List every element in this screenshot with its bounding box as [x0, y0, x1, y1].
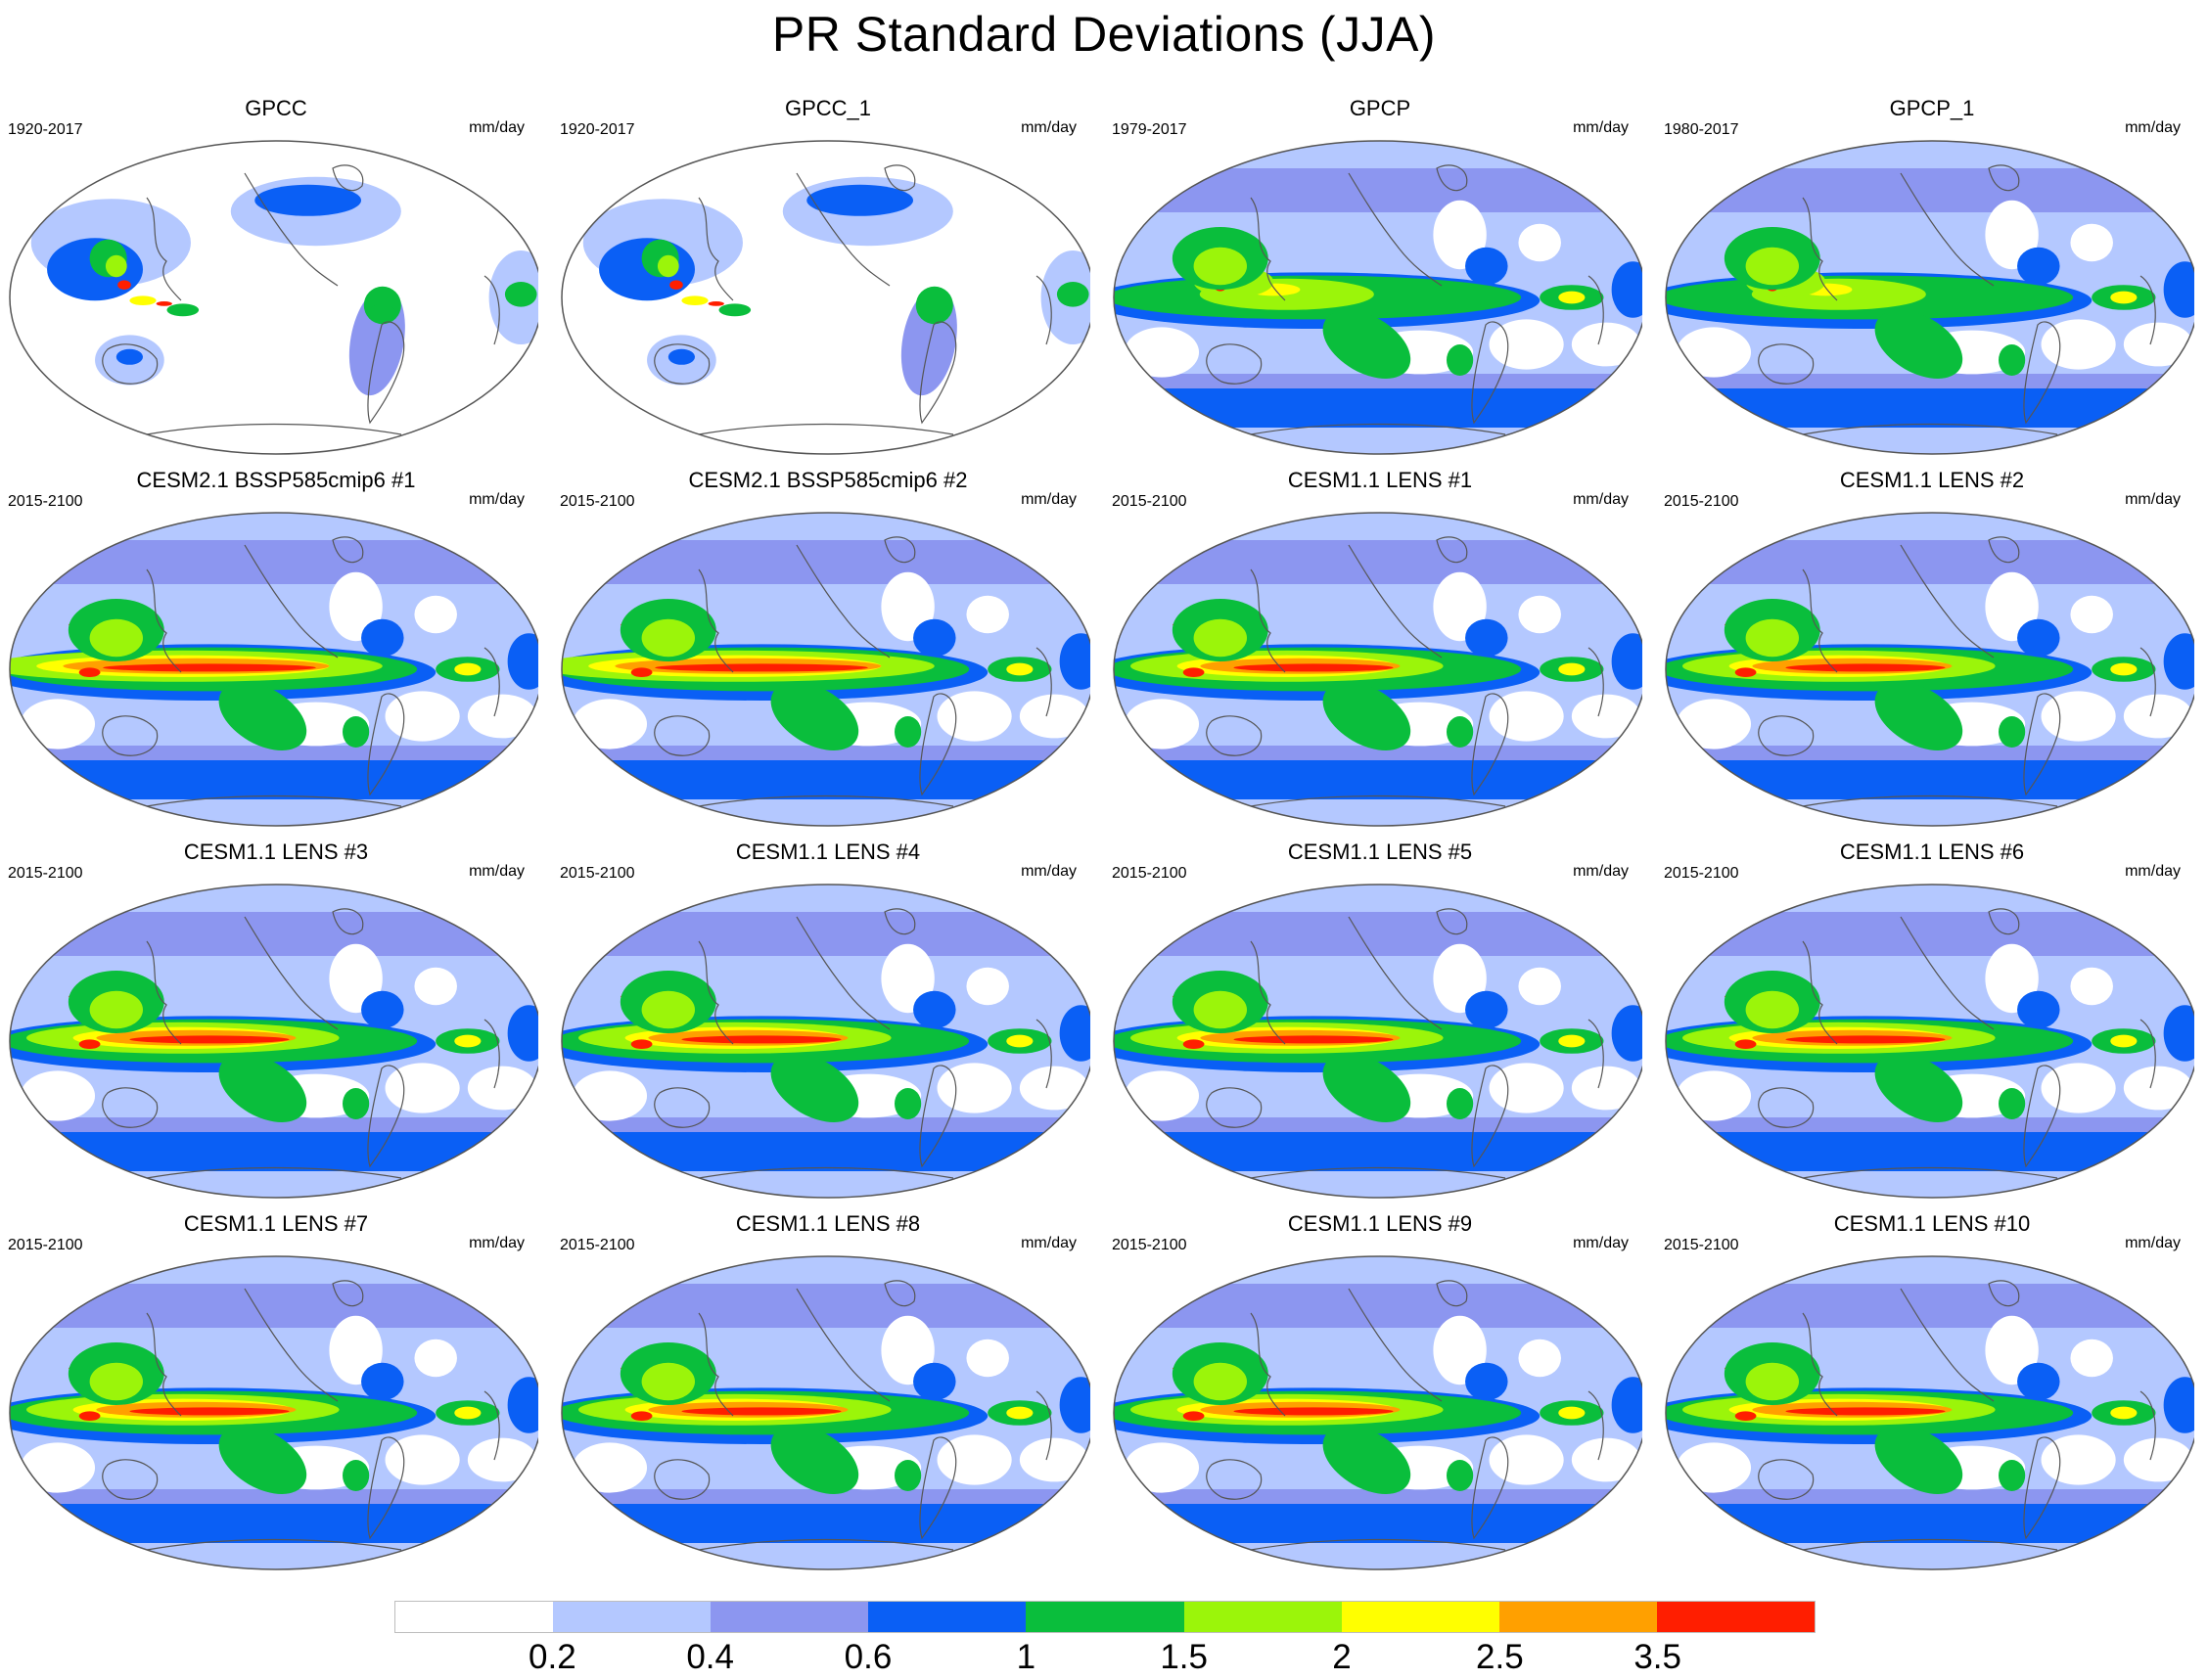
colorbar-box	[1656, 1602, 1815, 1632]
panel-units: mm/day	[469, 863, 525, 880]
global-map	[9, 140, 538, 455]
panel-period: 2015-2100	[560, 865, 635, 882]
global-map	[561, 140, 1090, 455]
colorbar-box	[868, 1602, 1027, 1632]
panel-units: mm/day	[469, 119, 525, 136]
map-panel: GPCP 1979-2017 mm/day	[1104, 96, 1656, 468]
global-map	[1113, 884, 1642, 1199]
global-map	[1665, 1255, 2194, 1570]
panel-title: CESM1.1 LENS #5	[1287, 840, 1473, 864]
panel-title: GPCC	[245, 96, 307, 120]
panel-period: 2015-2100	[1112, 865, 1187, 882]
panel-title: CESM1.1 LENS #9	[1287, 1211, 1473, 1236]
panel-units: mm/day	[1573, 491, 1629, 508]
panel-period: 2015-2100	[1112, 493, 1187, 510]
map-panel: CESM1.1 LENS #6 2015-2100 mm/day	[1656, 840, 2208, 1211]
colorbar-tick-label: 3.5	[1633, 1638, 1681, 1676]
panel-units: mm/day	[1021, 119, 1077, 136]
panel-units: mm/day	[1573, 863, 1629, 880]
colorbar-tick-label: 1	[1016, 1638, 1036, 1676]
panel-units: mm/day	[1573, 1235, 1629, 1251]
panel-period: 2015-2100	[1664, 865, 1739, 882]
global-map	[9, 1255, 538, 1570]
panel-period: 2015-2100	[560, 1237, 635, 1253]
colorbar-box	[1341, 1602, 1499, 1632]
panel-period: 1920-2017	[560, 121, 635, 138]
map-panel: GPCC_1 1920-2017 mm/day	[552, 96, 1104, 468]
panel-units: mm/day	[1021, 1235, 1077, 1251]
global-map	[9, 512, 538, 827]
map-panel: CESM2.1 BSSP585cmip6 #1 2015-2100 mm/day	[0, 468, 552, 840]
panel-units: mm/day	[469, 491, 525, 508]
panel-title: CESM2.1 BSSP585cmip6 #2	[688, 468, 968, 492]
colorbar-box	[1026, 1602, 1184, 1632]
panel-title: CESM1.1 LENS #8	[735, 1211, 921, 1236]
colorbar-tick-label: 0.6	[844, 1638, 893, 1676]
panel-title: GPCC_1	[784, 96, 872, 120]
panel-period: 2015-2100	[1664, 1237, 1739, 1253]
global-map	[1113, 140, 1642, 455]
panel-units: mm/day	[2125, 119, 2181, 136]
panel-period: 2015-2100	[8, 1237, 83, 1253]
global-map	[1113, 512, 1642, 827]
panel-period: 2015-2100	[1664, 493, 1739, 510]
map-panel: CESM1.1 LENS #2 2015-2100 mm/day	[1656, 468, 2208, 840]
colorbar	[394, 1601, 1816, 1633]
map-panel: CESM1.1 LENS #8 2015-2100 mm/day	[552, 1211, 1104, 1583]
global-map	[561, 884, 1090, 1199]
panel-period: 1980-2017	[1664, 121, 1739, 138]
panel-title: CESM1.1 LENS #4	[735, 840, 921, 864]
panel-units: mm/day	[2125, 1235, 2181, 1251]
global-map	[561, 1255, 1090, 1570]
colorbar-box	[395, 1602, 554, 1632]
map-panel: CESM1.1 LENS #7 2015-2100 mm/day	[0, 1211, 552, 1583]
panel-period: 2015-2100	[1112, 1237, 1187, 1253]
panel-units: mm/day	[2125, 863, 2181, 880]
panel-title: CESM1.1 LENS #1	[1287, 468, 1473, 492]
panel-period: 1979-2017	[1112, 121, 1187, 138]
colorbar-tick-label: 2	[1332, 1638, 1352, 1676]
colorbar-box	[1498, 1602, 1657, 1632]
panel-title: GPCP	[1349, 96, 1411, 120]
panel-title: GPCP_1	[1889, 96, 1975, 120]
panel-period: 2015-2100	[8, 865, 83, 882]
map-panel: CESM2.1 BSSP585cmip6 #2 2015-2100 mm/day	[552, 468, 1104, 840]
map-panel: CESM1.1 LENS #3 2015-2100 mm/day	[0, 840, 552, 1211]
map-panel: CESM1.1 LENS #4 2015-2100 mm/day	[552, 840, 1104, 1211]
global-map	[9, 884, 538, 1199]
panel-title: CESM1.1 LENS #2	[1839, 468, 2025, 492]
map-panel: CESM1.1 LENS #5 2015-2100 mm/day	[1104, 840, 1656, 1211]
panel-title: CESM1.1 LENS #6	[1839, 840, 2025, 864]
colorbar-tick-label: 0.4	[686, 1638, 734, 1676]
panel-title: CESM1.1 LENS #7	[183, 1211, 369, 1236]
global-map	[1113, 1255, 1642, 1570]
figure-title: PR Standard Deviations (JJA)	[771, 7, 1437, 62]
panel-units: mm/day	[469, 1235, 525, 1251]
panel-period: 2015-2100	[8, 493, 83, 510]
map-panel: GPCC 1920-2017 mm/day	[0, 96, 552, 468]
map-panel: GPCP_1 1980-2017 mm/day	[1656, 96, 2208, 468]
global-map	[561, 512, 1090, 827]
panel-units: mm/day	[1021, 863, 1077, 880]
map-panel: CESM1.1 LENS #1 2015-2100 mm/day	[1104, 468, 1656, 840]
global-map	[1665, 884, 2194, 1199]
colorbar-box	[1183, 1602, 1342, 1632]
panel-period: 1920-2017	[8, 121, 83, 138]
panel-units: mm/day	[1021, 491, 1077, 508]
colorbar-tick-label: 0.2	[529, 1638, 576, 1676]
panel-title: CESM1.1 LENS #3	[183, 840, 369, 864]
panel-units: mm/day	[1573, 119, 1629, 136]
colorbar-box	[553, 1602, 712, 1632]
colorbar-tick-label: 2.5	[1476, 1638, 1524, 1676]
panel-units: mm/day	[2125, 491, 2181, 508]
global-map	[1665, 512, 2194, 827]
panel-title: CESM2.1 BSSP585cmip6 #1	[136, 468, 416, 492]
panel-period: 2015-2100	[560, 493, 635, 510]
map-panel: CESM1.1 LENS #10 2015-2100 mm/day	[1656, 1211, 2208, 1583]
global-map	[1665, 140, 2194, 455]
panel-title: CESM1.1 LENS #10	[1833, 1211, 2031, 1236]
colorbar-box	[711, 1602, 869, 1632]
colorbar-tick-label: 1.5	[1160, 1638, 1208, 1676]
map-panel: CESM1.1 LENS #9 2015-2100 mm/day	[1104, 1211, 1656, 1583]
